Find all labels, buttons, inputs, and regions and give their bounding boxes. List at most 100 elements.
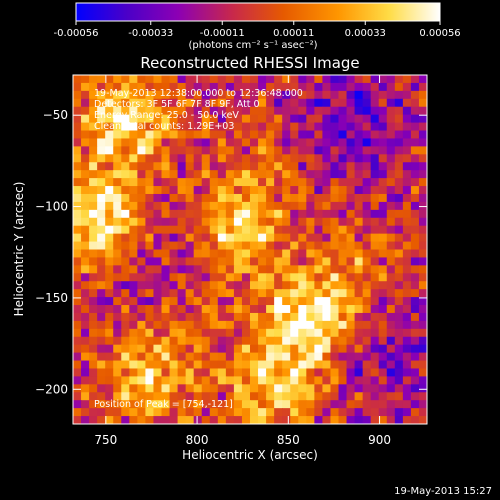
heatmap-cell xyxy=(161,328,171,338)
heatmap-cell xyxy=(145,312,155,322)
heatmap-cell xyxy=(274,138,283,147)
heatmap-cell xyxy=(161,138,171,147)
heatmap-cell xyxy=(113,225,122,235)
heatmap-cell xyxy=(121,82,130,92)
heatmap-cell xyxy=(97,75,106,84)
heatmap-cell xyxy=(362,312,372,322)
heatmap-cell xyxy=(177,241,187,251)
heatmap-cell xyxy=(410,217,420,227)
heatmap-cell xyxy=(370,106,380,116)
heatmap-cell xyxy=(306,289,315,298)
heatmap-cell xyxy=(346,368,356,378)
heatmap-cell xyxy=(217,193,227,203)
heatmap-cell xyxy=(89,376,98,385)
heatmap-cell xyxy=(209,75,219,84)
heatmap-cell xyxy=(81,328,90,338)
heatmap-cell xyxy=(193,249,203,259)
heatmap-cell xyxy=(306,186,315,195)
heatmap-cell xyxy=(346,384,356,393)
heatmap-cell xyxy=(225,154,235,163)
heatmap-cell xyxy=(217,209,227,219)
heatmap-cell xyxy=(290,241,299,251)
heatmap-cell xyxy=(153,265,163,274)
heatmap-cell xyxy=(402,225,412,235)
heatmap-cell xyxy=(169,225,179,235)
heatmap-cell xyxy=(346,75,356,84)
heatmap-cell xyxy=(241,162,251,171)
heatmap-cell xyxy=(354,376,364,385)
heatmap-cell xyxy=(370,90,380,100)
heatmap-cell xyxy=(121,233,130,243)
heatmap-cell xyxy=(354,193,364,203)
heatmap-cell xyxy=(298,209,307,219)
heatmap-cell xyxy=(153,400,163,409)
heatmap-cell xyxy=(105,75,114,84)
heatmap-cell xyxy=(362,408,372,417)
heatmap-cell xyxy=(169,336,179,346)
heatmap-cell xyxy=(145,170,155,179)
heatmap-cell xyxy=(161,233,171,243)
heatmap-cell xyxy=(322,154,332,163)
heatmap-cell xyxy=(209,209,219,219)
heatmap-cell xyxy=(177,138,187,147)
heatmap-cell xyxy=(394,138,404,147)
heatmap-cell xyxy=(225,241,235,251)
heatmap-cell xyxy=(89,249,98,259)
heatmap-cell xyxy=(346,186,356,195)
heatmap-cell xyxy=(177,98,187,108)
heatmap-cell xyxy=(97,98,106,108)
heatmap-cell xyxy=(161,257,171,266)
heatmap-cell xyxy=(233,122,243,132)
heatmap-cell xyxy=(129,114,138,124)
heatmap-cell xyxy=(145,241,155,251)
heatmap-cell xyxy=(113,257,122,266)
heatmap-cell xyxy=(410,75,420,84)
heatmap-cell xyxy=(177,416,187,424)
x-axis-label: Heliocentric X (arcsec) xyxy=(182,448,318,462)
heatmap-cell xyxy=(97,297,106,306)
heatmap-cell xyxy=(290,376,299,385)
heatmap-cell xyxy=(338,138,348,147)
heatmap-cell xyxy=(73,75,82,84)
heatmap-cell xyxy=(330,360,340,370)
heatmap-cell xyxy=(338,106,348,116)
heatmap-cell xyxy=(201,146,211,155)
heatmap-cell xyxy=(185,408,195,417)
heatmap-cell xyxy=(137,209,147,219)
heatmap-cell xyxy=(185,305,195,314)
heatmap-cell xyxy=(153,170,163,179)
heatmap-cell xyxy=(177,90,187,100)
heatmap-cell xyxy=(137,90,147,100)
heatmap-cell xyxy=(378,305,388,314)
heatmap-cell xyxy=(338,352,348,362)
heatmap-cell xyxy=(338,360,348,370)
heatmap-cell xyxy=(250,162,259,171)
heatmap-cell xyxy=(129,170,138,179)
heatmap-cell xyxy=(274,170,283,179)
heatmap-cell xyxy=(322,98,332,108)
heatmap-cell xyxy=(89,217,98,227)
heatmap-cell xyxy=(410,225,420,235)
heatmap-cell xyxy=(121,241,130,251)
heatmap-cell xyxy=(394,82,404,92)
heatmap-cell xyxy=(314,368,324,378)
heatmap-cell xyxy=(177,336,187,346)
heatmap-cell xyxy=(266,90,275,100)
heatmap-cell xyxy=(338,225,348,235)
heatmap-cell xyxy=(121,201,130,211)
heatmap-cell xyxy=(217,75,227,84)
heatmap-cell xyxy=(201,273,211,282)
heatmap-cell xyxy=(105,146,114,155)
heatmap-cell xyxy=(298,297,307,306)
heatmap-cell xyxy=(161,90,171,100)
heatmap-cell xyxy=(314,281,324,290)
heatmap-cell xyxy=(370,273,380,282)
heatmap-cell xyxy=(338,193,348,203)
heatmap-cell xyxy=(161,130,171,140)
heatmap-cell xyxy=(418,328,427,338)
heatmap-cell xyxy=(217,217,227,227)
heatmap-cell xyxy=(362,289,372,298)
heatmap-cell xyxy=(97,193,106,203)
heatmap-cell xyxy=(185,193,195,203)
heatmap-cell xyxy=(250,297,259,306)
